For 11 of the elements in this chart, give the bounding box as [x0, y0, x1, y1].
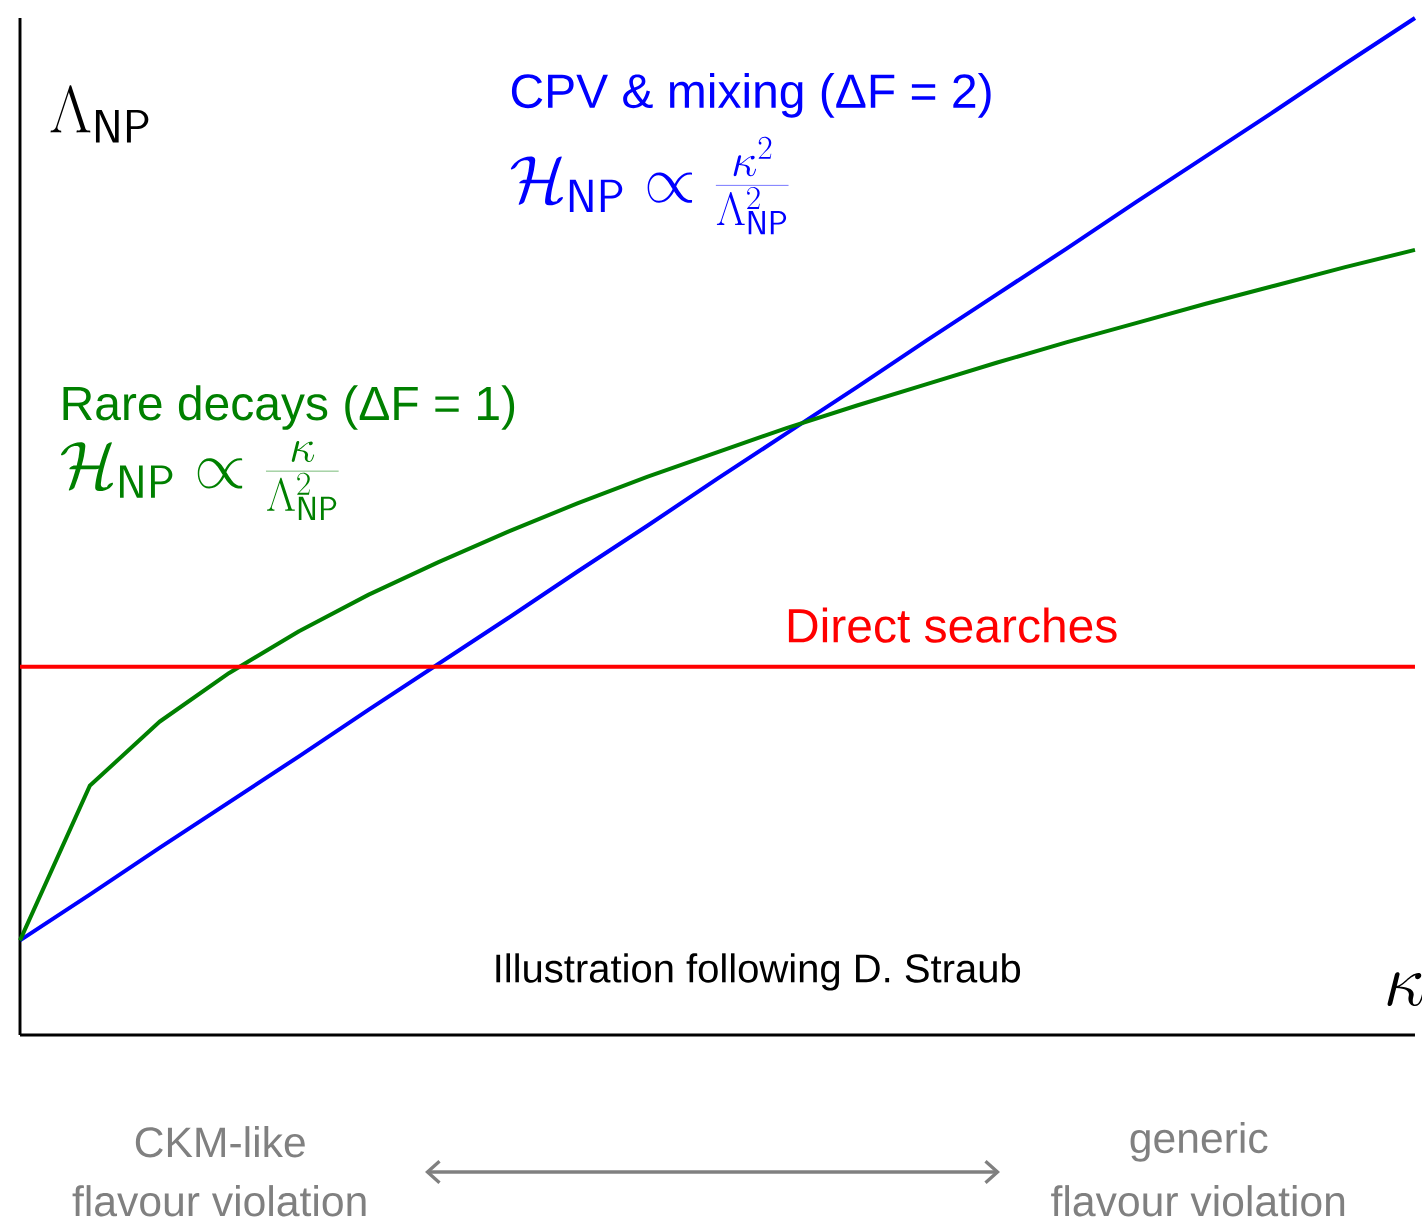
annotation: Illustration following D. Straub	[496, 953, 1021, 991]
annotation: $\mathcal{H}_{\mathsf{NP}} \propto \frac{\kappa}{\Lambda_{\mathsf{NP}}^2}$	[60, 440, 339, 520]
annotation: $\mathcal{H}_{\mathsf{NP}} \propto \frac{\kappa^2}{\Lambda_{\mathsf{NP}}^2}$	[510, 136, 789, 235]
series-label: Direct searches	[788, 607, 1117, 643]
series-label: Rare decays (ΔF = 1)	[63, 385, 515, 430]
text: flavour violation	[1051, 1185, 1345, 1217]
y-axis-title: $\Lambda_{\mathsf{NP}}$	[50, 85, 149, 143]
text: CKM-like	[135, 1126, 305, 1158]
text: generic	[1130, 1121, 1268, 1162]
text: flavour violation	[72, 1185, 366, 1217]
text: CPV & mixing (ΔF = 2)	[511, 72, 991, 118]
